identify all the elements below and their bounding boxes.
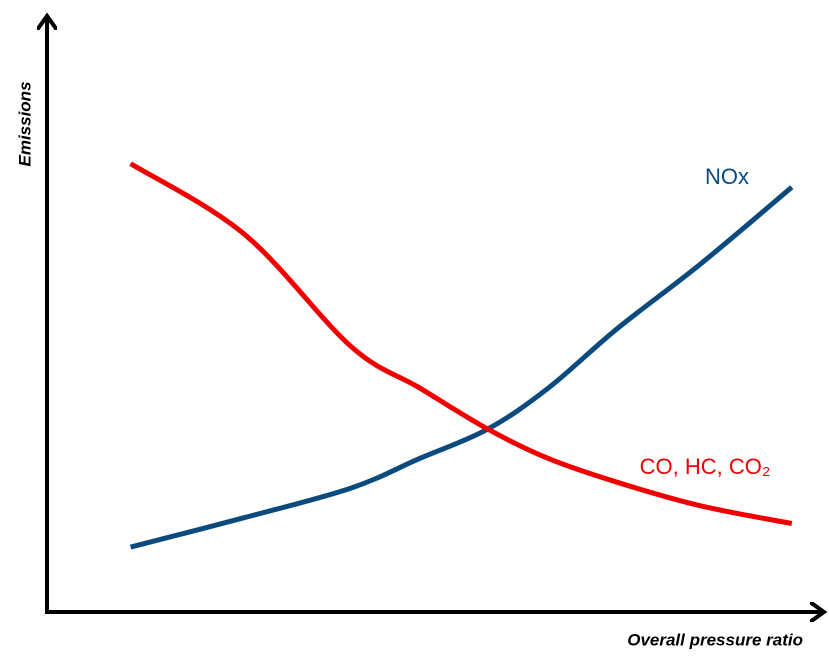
y-axis-title: Emissions bbox=[15, 81, 34, 166]
series-label: CO, HC, CO₂ bbox=[640, 454, 771, 479]
x-axis-title: Overall pressure ratio bbox=[627, 630, 803, 649]
line-series bbox=[129, 161, 793, 526]
series-label: NOx bbox=[705, 164, 749, 189]
line-series bbox=[129, 185, 794, 550]
